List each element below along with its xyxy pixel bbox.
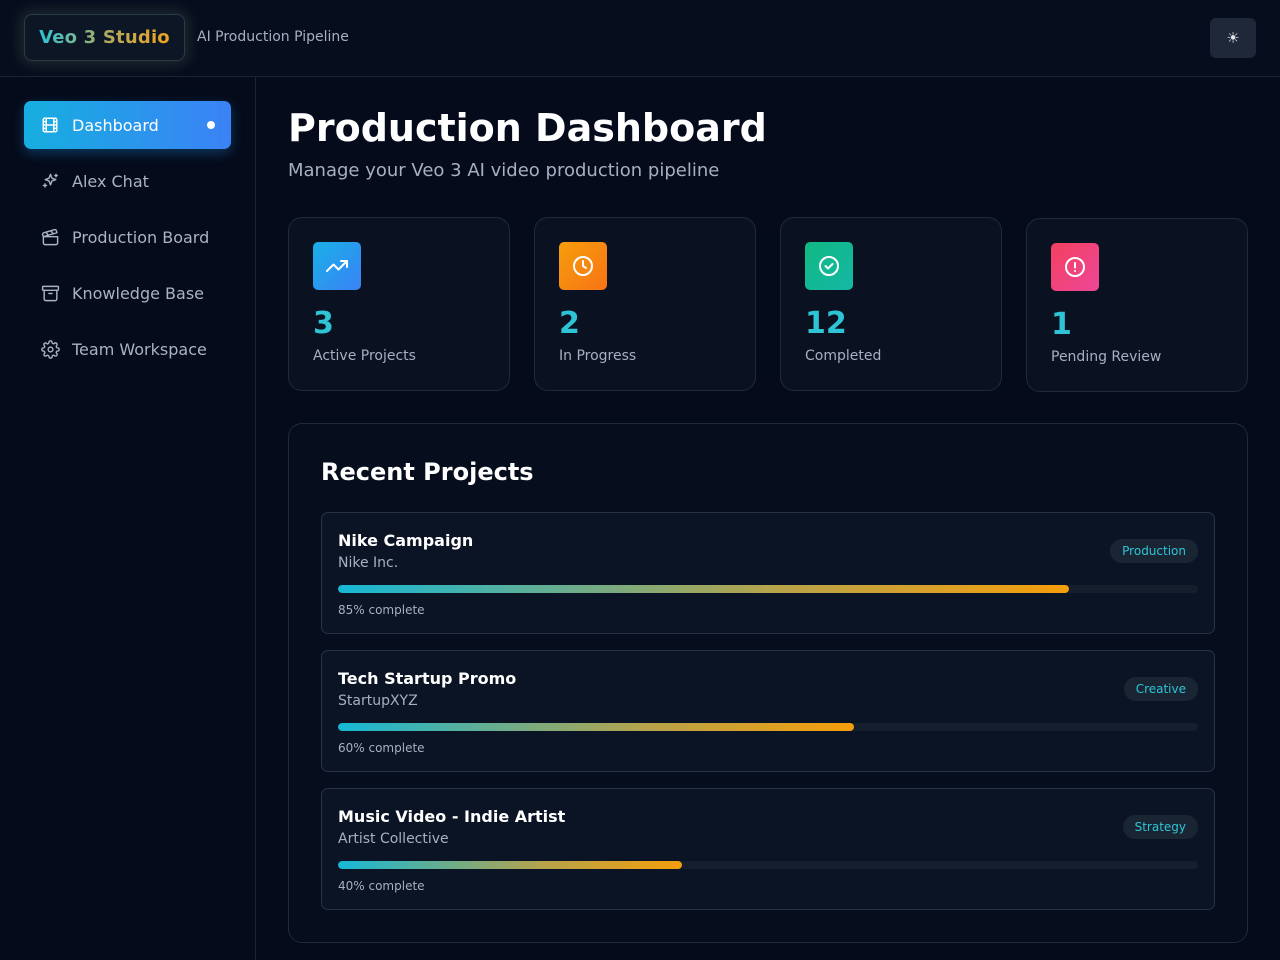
top-header: Veo 3 Studio AI Production Pipeline ☀ [0, 0, 1280, 77]
project-card-music-video[interactable]: Music Video - Indie Artist Artist Collec… [321, 788, 1215, 910]
page-subtitle: Manage your Veo 3 AI video production pi… [288, 160, 720, 181]
project-client: Artist Collective [338, 831, 449, 847]
progress-fill [338, 723, 854, 731]
project-card-tech-startup-promo[interactable]: Tech Startup Promo StartupXYZ Creative 6… [321, 650, 1215, 772]
sidebar-item-team-workspace[interactable]: Team Workspace [24, 325, 231, 373]
progress-text: 40% complete [338, 879, 425, 893]
status-badge: Creative [1123, 677, 1198, 701]
sidebar-item-label: Knowledge Base [72, 283, 204, 303]
trending-up-icon [313, 242, 361, 290]
progress-fill [338, 861, 682, 869]
progress-text: 85% complete [338, 603, 425, 617]
sidebar-item-label: Production Board [72, 227, 210, 247]
stat-label: In Progress [559, 348, 637, 364]
progress-bar [338, 585, 1198, 593]
sun-icon: ☀ [1226, 29, 1240, 47]
progress-text: 60% complete [338, 741, 425, 755]
stat-value: 3 [313, 306, 334, 341]
stat-label: Active Projects [313, 348, 416, 364]
progress-bar [338, 723, 1198, 731]
stat-value: 1 [1051, 307, 1072, 342]
stat-label: Completed [805, 348, 882, 364]
sidebar-item-dashboard[interactable]: Dashboard [24, 101, 231, 149]
sidebar-item-alex-chat[interactable]: Alex Chat [24, 157, 231, 205]
gear-icon [40, 339, 60, 359]
sidebar-item-label: Team Workspace [72, 339, 207, 359]
active-indicator-dot [207, 121, 215, 129]
page-title: Production Dashboard [288, 106, 767, 150]
stat-card-completed[interactable]: 12 Completed [780, 217, 1002, 391]
project-name: Tech Startup Promo [338, 669, 517, 688]
stat-card-active-projects[interactable]: 3 Active Projects [288, 217, 510, 391]
app-logo[interactable]: Veo 3 Studio [24, 14, 185, 61]
sparkles-icon [40, 171, 60, 191]
status-badge: Strategy [1122, 815, 1198, 839]
sidebar-item-label: Dashboard [72, 115, 159, 135]
archive-icon [40, 283, 60, 303]
project-card-nike-campaign[interactable]: Nike Campaign Nike Inc. Production 85% c… [321, 512, 1215, 634]
stat-value: 2 [559, 306, 580, 341]
project-client: Nike Inc. [338, 555, 399, 571]
check-circle-icon [805, 242, 853, 290]
stat-label: Pending Review [1051, 349, 1162, 365]
project-name: Music Video - Indie Artist [338, 807, 566, 826]
progress-fill [338, 585, 1069, 593]
stat-card-in-progress[interactable]: 2 In Progress [534, 217, 756, 391]
film-icon [40, 115, 60, 135]
project-client: StartupXYZ [338, 693, 418, 709]
stat-value: 12 [805, 306, 847, 341]
theme-toggle-button[interactable]: ☀ [1210, 18, 1256, 58]
sidebar-item-knowledge-base[interactable]: Knowledge Base [24, 269, 231, 317]
status-badge: Production [1110, 539, 1198, 563]
sidebar-item-production-board[interactable]: Production Board [24, 213, 231, 261]
project-name: Nike Campaign [338, 531, 474, 550]
clapperboard-icon [40, 227, 60, 247]
clock-icon [559, 242, 607, 290]
progress-bar [338, 861, 1198, 869]
sidebar-item-label: Alex Chat [72, 171, 149, 191]
stat-card-pending-review[interactable]: 1 Pending Review [1026, 218, 1248, 392]
section-title: Recent Projects [321, 458, 534, 486]
recent-projects-panel: Recent Projects Nike Campaign Nike Inc. … [288, 423, 1248, 943]
sidebar: Dashboard Alex Chat Production Board Kno… [0, 77, 256, 960]
alert-circle-icon [1051, 243, 1099, 291]
header-subtitle: AI Production Pipeline [197, 29, 349, 45]
